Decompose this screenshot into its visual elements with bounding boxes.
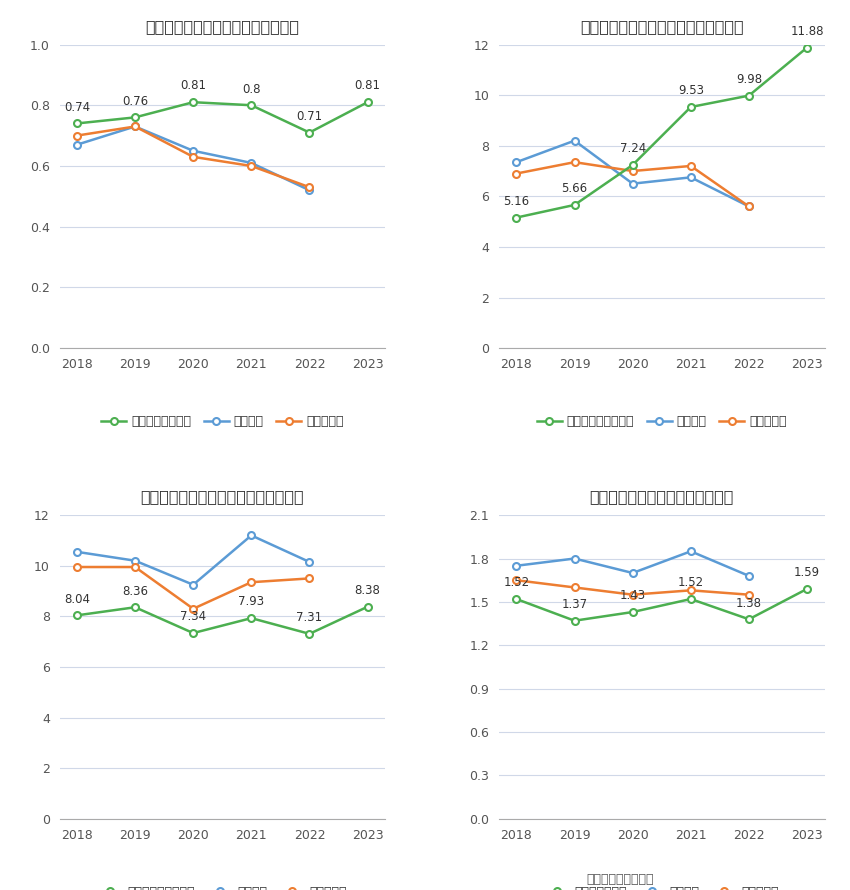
Text: 1.52: 1.52 <box>677 577 704 589</box>
Text: 0.74: 0.74 <box>64 101 90 114</box>
Text: 8.04: 8.04 <box>64 593 90 605</box>
Title: 报喜鸟历年固定资产周转率情况（次）: 报喜鸟历年固定资产周转率情况（次） <box>580 19 744 34</box>
Text: 0.81: 0.81 <box>354 79 381 93</box>
Text: 9.98: 9.98 <box>736 73 762 86</box>
Legend: 公司总资产周转率, 行业均值, 行业中位数: 公司总资产周转率, 行业均值, 行业中位数 <box>96 410 348 433</box>
Title: 报喜鸟历年应收账款周转率情况（次）: 报喜鸟历年应收账款周转率情况（次） <box>140 490 304 505</box>
Text: 7.24: 7.24 <box>620 142 646 155</box>
Legend: 公司存货周转率, 行业均值, 行业中位数: 公司存货周转率, 行业均值, 行业中位数 <box>539 880 785 890</box>
Text: 5.16: 5.16 <box>503 195 530 208</box>
Text: 7.31: 7.31 <box>297 611 322 624</box>
Text: 0.76: 0.76 <box>122 94 148 108</box>
Text: 1.38: 1.38 <box>736 596 762 610</box>
Legend: 公司固定资产周转率, 行业均值, 行业中位数: 公司固定资产周转率, 行业均值, 行业中位数 <box>532 410 791 433</box>
Text: 7.34: 7.34 <box>180 611 207 623</box>
Text: 7.93: 7.93 <box>238 595 264 609</box>
Text: 9.53: 9.53 <box>677 85 704 97</box>
Text: 8.38: 8.38 <box>354 584 381 597</box>
Text: 1.59: 1.59 <box>794 566 820 579</box>
Text: 11.88: 11.88 <box>790 25 824 37</box>
Text: 0.81: 0.81 <box>180 79 207 93</box>
Text: 1.37: 1.37 <box>562 598 587 611</box>
Title: 报喜鸟历年总资产周转率情况（次）: 报喜鸟历年总资产周转率情况（次） <box>145 19 299 34</box>
Text: 8.36: 8.36 <box>122 585 148 597</box>
Text: 1.43: 1.43 <box>620 589 646 603</box>
Text: 0.8: 0.8 <box>242 83 261 95</box>
Legend: 公司应收账款周转率, 行业均值, 行业中位数: 公司应收账款周转率, 行业均值, 行业中位数 <box>93 880 352 890</box>
Text: 数据来源：恒生聚源: 数据来源：恒生聚源 <box>586 872 654 886</box>
Text: 0.71: 0.71 <box>297 109 322 123</box>
Text: 5.66: 5.66 <box>562 182 587 195</box>
Text: 1.52: 1.52 <box>503 577 530 589</box>
Title: 报喜鸟历年存货周转率情况（次）: 报喜鸟历年存货周转率情况（次） <box>590 490 734 505</box>
